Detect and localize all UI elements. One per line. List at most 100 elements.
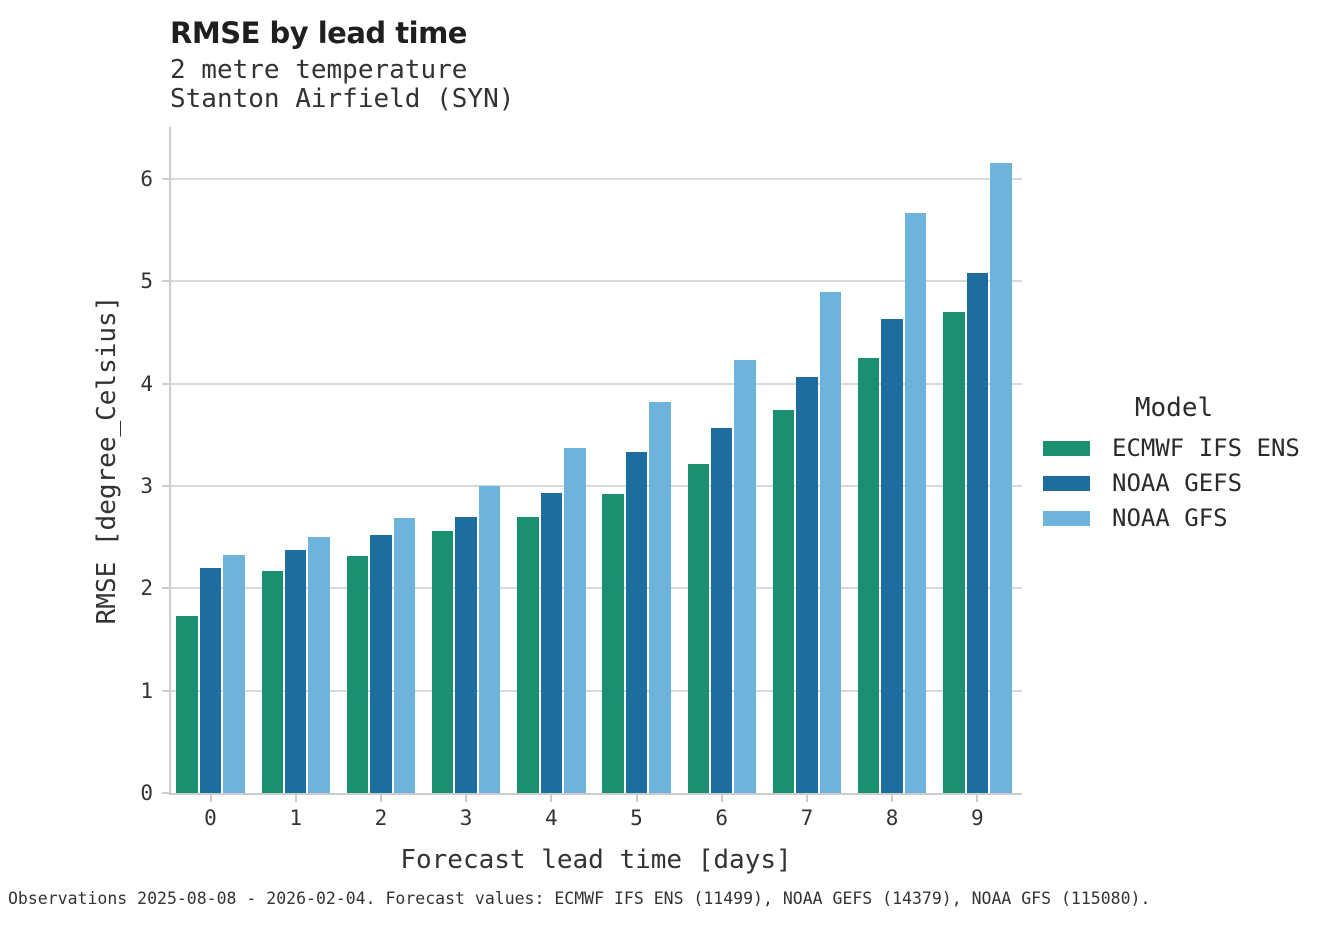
x-axis-label: Forecast lead time [days] [400,845,792,875]
bar-group-lead-6 [687,128,756,793]
x-tick-6 [720,795,723,802]
x-tick-label-9: 9 [970,806,984,830]
legend-swatch [1043,510,1090,526]
legend-entry-noaa-gfs: NOAA GFS [1043,504,1305,532]
bar-noaa-gefs-lead-9 [966,273,989,793]
y-tick-label-5: 5 [140,269,153,294]
bar-noaa-gfs-lead-2 [393,517,416,793]
bar-noaa-gefs-lead-4 [540,493,563,793]
bar-ecmwf-ifs-ens-lead-5 [602,494,624,793]
x-axis-spine [169,793,1022,795]
y-tick-label-0: 0 [140,781,153,805]
y-tick-label-3: 3 [140,474,153,499]
bar-group-lead-0 [176,128,245,793]
legend: Model ECMWF IFS ENS NOAA GEFS NOAA GFS [1043,393,1305,542]
bar-noaa-gfs-lead-0 [223,554,245,793]
legend-label: NOAA GFS [1112,504,1228,532]
chart-subtitle-variable: 2 metre temperature [170,55,468,85]
x-tick-label-5: 5 [630,806,643,830]
bar-noaa-gefs-lead-2 [370,535,392,793]
bar-ecmwf-ifs-ens-lead-0 [176,616,198,793]
x-tick-2 [379,795,382,802]
legend-entries: ECMWF IFS ENS NOAA GEFS NOAA GFS [1043,434,1305,532]
legend-entry-noaa-gefs: NOAA GEFS [1043,469,1305,497]
bar-ecmwf-ifs-ens-lead-7 [772,410,795,793]
bar-noaa-gfs-lead-9 [990,162,1012,793]
bar-noaa-gefs-lead-7 [796,376,818,793]
bar-noaa-gfs-lead-7 [819,291,842,793]
y-tick-label-1: 1 [140,678,153,703]
chart-subtitle-station: Stanton Airfield (SYN) [170,84,515,114]
x-tick-4 [550,795,553,802]
x-tick-5 [635,795,638,802]
x-tick-label-4: 4 [544,806,558,830]
y-tick-3 [162,485,169,488]
gridline-y-5 [171,280,1022,283]
gridline-y-4 [171,382,1022,385]
bar-group-lead-9 [943,128,1012,793]
bar-group-lead-2 [346,128,416,793]
bar-ecmwf-ifs-ens-lead-3 [431,531,454,793]
x-tick-1 [294,795,297,802]
bar-group-lead-7 [772,128,842,793]
bar-noaa-gefs-lead-8 [881,319,903,793]
y-tick-0 [162,792,169,794]
x-tick-label-7: 7 [800,806,814,830]
y-tick-1 [162,689,169,692]
x-tick-8 [891,795,894,802]
y-tick-6 [162,178,169,181]
legend-entry-ecmwf-ifs-ens: ECMWF IFS ENS [1043,434,1305,462]
bar-group-lead-3 [431,128,501,793]
x-tick-7 [805,795,808,802]
bar-group-lead-1 [261,128,330,793]
legend-title: Model [1134,393,1214,423]
x-tick-label-2: 2 [374,806,388,830]
y-tick-4 [162,382,169,385]
x-tick-label-0: 0 [204,806,217,830]
title-block: RMSE by lead time 2 metre temperature St… [170,16,514,114]
bar-noaa-gfs-lead-8 [904,212,927,793]
legend-label: NOAA GEFS [1112,469,1243,497]
bar-ecmwf-ifs-ens-lead-9 [943,312,965,793]
bar-noaa-gfs-lead-3 [478,486,501,793]
x-tick-label-6: 6 [715,806,729,830]
y-tick-5 [162,280,169,283]
bar-noaa-gfs-lead-5 [649,402,671,793]
y-tick-label-2: 2 [140,576,153,601]
x-tick-3 [465,795,468,802]
bar-noaa-gefs-lead-1 [284,549,307,793]
footer-caption: Observations 2025-08-08 - 2026-02-04. Fo… [8,889,1151,908]
bar-noaa-gefs-lead-5 [625,452,648,793]
bar-group-lead-4 [517,128,586,793]
x-tick-label-8: 8 [885,806,899,830]
gridline-y-6 [171,178,1022,181]
bar-ecmwf-ifs-ens-lead-4 [517,516,539,793]
x-tick-0 [209,795,212,802]
legend-swatch [1043,440,1090,456]
y-tick-label-6: 6 [140,167,153,192]
bar-noaa-gfs-lead-1 [308,537,330,793]
gridline-y-3 [171,485,1022,488]
chart-title: RMSE by lead time [170,16,467,50]
bar-noaa-gfs-lead-4 [564,448,586,793]
bar-noaa-gefs-lead-0 [199,567,222,793]
plot-area: 0 1 2 3 4 5 6 0 1 2 3 4 5 6 7 8 9 [140,127,1022,830]
bar-ecmwf-ifs-ens-lead-8 [857,358,880,793]
x-tick-label-3: 3 [459,806,473,830]
y-axis-spine [169,127,171,795]
bar-noaa-gefs-lead-6 [710,427,733,793]
bar-noaa-gfs-lead-6 [734,360,756,793]
y-tick-2 [162,587,169,590]
bar-noaa-gefs-lead-3 [455,516,477,793]
bar-ecmwf-ifs-ens-lead-6 [687,463,709,793]
gridline-y-2 [171,587,1022,590]
y-tick-label-4: 4 [140,371,153,396]
bar-ecmwf-ifs-ens-lead-2 [346,555,369,793]
legend-swatch [1043,475,1090,491]
legend-label: ECMWF IFS ENS [1112,434,1300,462]
x-tick-label-1: 1 [289,806,303,830]
y-axis-label: RMSE [degree_Celsius] [92,295,122,625]
bar-group-lead-5 [602,128,671,793]
gridline-y-1 [171,689,1022,692]
